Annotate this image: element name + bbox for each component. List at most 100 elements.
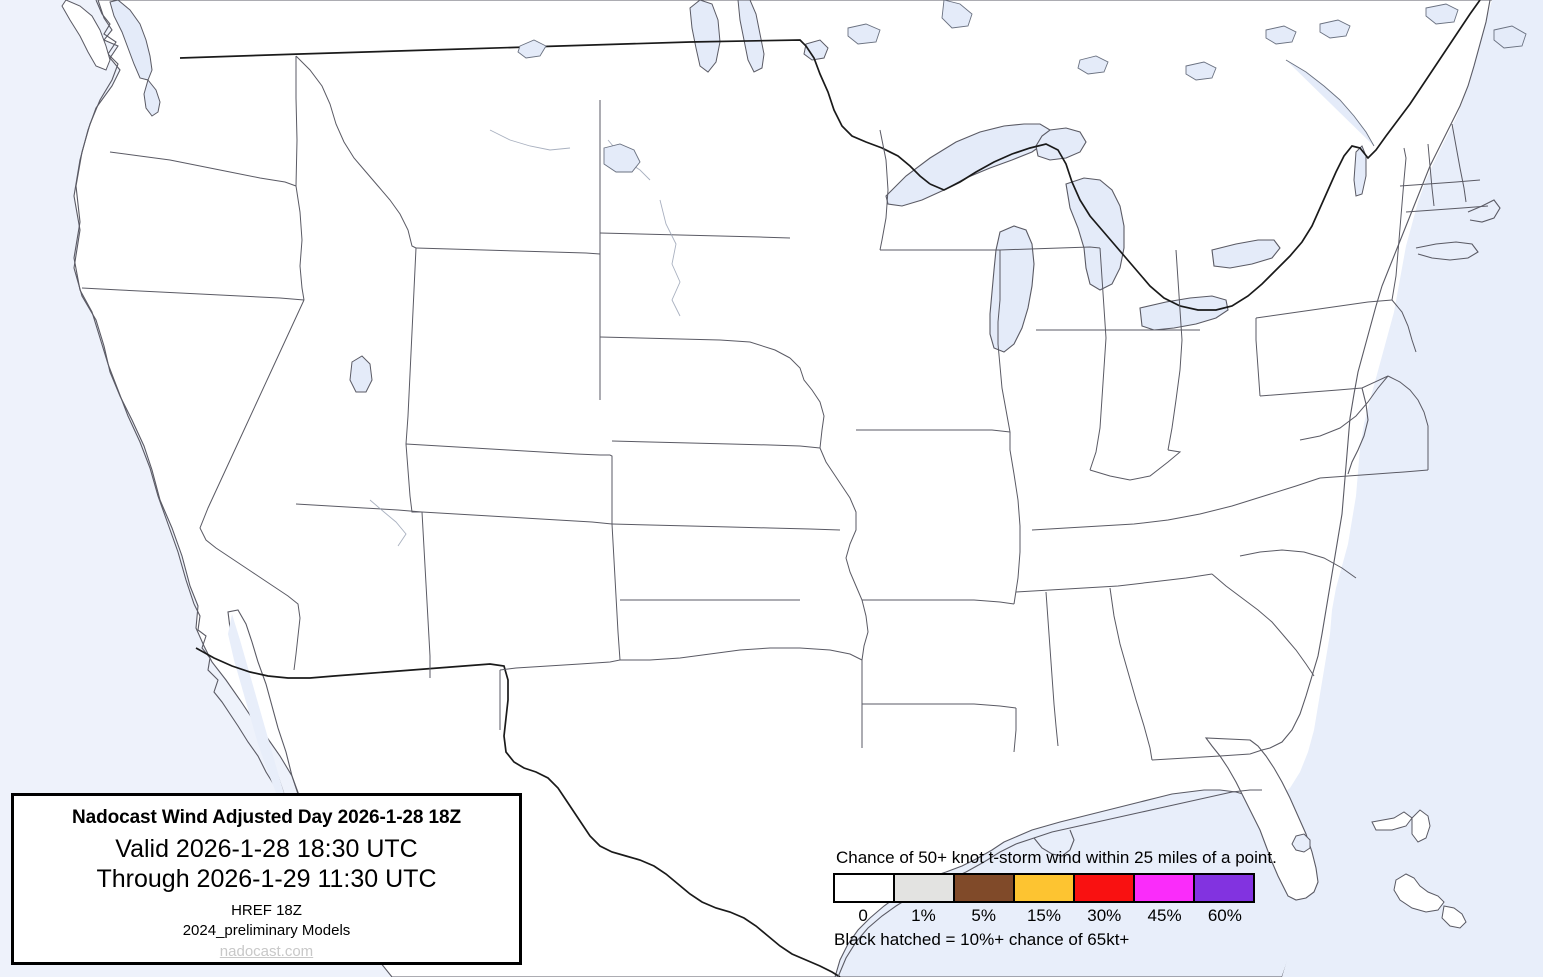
puget-sound (143, 78, 161, 117)
legend-swatch-30pct (1075, 874, 1135, 901)
canada-lake-2 (603, 143, 641, 173)
legend-swatch-1pct (895, 874, 955, 901)
legend-swatch-15pct (1015, 874, 1075, 901)
legend-tick-15pct: 15% (1026, 905, 1061, 925)
international-borders-layer (179, 0, 1481, 977)
border-mo-ar (862, 599, 1015, 605)
great-lakes-layer (885, 123, 1281, 353)
border-nd-sd (599, 232, 791, 239)
border-sd-ne (599, 336, 791, 359)
state-borders-layer (81, 55, 1489, 761)
long-island (1415, 241, 1479, 261)
columbia-river (489, 129, 571, 151)
missouri-river (659, 199, 681, 317)
border-wy-south (405, 443, 601, 456)
border-ok-tx (620, 647, 863, 661)
canada-lake-3 (1265, 25, 1297, 45)
lake-superior-east (1035, 127, 1087, 161)
border-or-id (295, 185, 305, 301)
lake-michigan (989, 225, 1035, 353)
great-salt-lake (349, 355, 373, 393)
border-mn-wi (879, 129, 889, 251)
legend-tick-30pct: 30% (1087, 905, 1122, 925)
border-ne-ia-mo (789, 357, 869, 661)
legend-tick-45pct: 45% (1147, 905, 1182, 925)
legend-tick-row: 0 1% 5% 15% 30% 45% 60% (833, 906, 1255, 926)
border-ny-nj-ct (1391, 299, 1417, 353)
chesapeake-bay (1347, 387, 1369, 475)
canada-lake-8 (1425, 3, 1459, 25)
probability-legend: Chance of 50+ knot t-storm wind within 2… (833, 848, 1277, 950)
border-ky-tn (1031, 477, 1321, 531)
legend-tick-60pct: 60% (1207, 905, 1242, 925)
border-ks-ok (611, 523, 841, 531)
legend-swatch-60pct (1195, 874, 1253, 901)
mississippi-delta (1033, 829, 1075, 857)
border-ny-ne-states (1391, 147, 1407, 301)
canada-lake-5 (941, 0, 973, 29)
strait-of-georgia (109, 0, 153, 81)
forecast-info-box: Nadocast Wind Adjusted Day 2026-1-28 18Z… (11, 793, 522, 965)
border-pa-oh (1255, 318, 1261, 397)
us-canada-border-west (179, 39, 931, 185)
legend-swatch-45pct (1135, 874, 1195, 901)
legend-tick-1pct: 1% (911, 905, 936, 925)
border-ar-la (862, 703, 1017, 709)
bahamas-island-north (1371, 811, 1413, 831)
border-ga-sc (1211, 573, 1315, 677)
canada-lakes-layer (517, 0, 1527, 173)
nadocast-site-link[interactable]: nadocast.com (219, 943, 314, 961)
legend-swatch-row (833, 872, 1255, 903)
border-tn-ms-al-ga (1015, 573, 1213, 593)
legend-hatching-note: Black hatched = 10%+ chance of 65kt+ (834, 930, 1130, 950)
border-ca-nv (199, 299, 305, 671)
canada-lake-4 (1077, 55, 1109, 75)
border-ms-al (1045, 591, 1059, 747)
us-mexico-border (195, 647, 841, 977)
canada-lake-7 (1319, 19, 1351, 39)
gulf-coastline-layer (837, 789, 1262, 977)
legend-caption: Chance of 50+ knot t-storm wind within 2… (836, 848, 1277, 867)
lake-of-the-woods (803, 39, 829, 61)
florida-peninsula (1204, 737, 1319, 901)
lake-champlain (1353, 145, 1367, 197)
vancouver-island (61, 0, 111, 71)
cuba-island (1393, 873, 1445, 913)
border-wi-il (999, 246, 1101, 251)
pacific-coast (73, 0, 195, 605)
border-nh-me (1451, 123, 1467, 203)
border-az-nm (421, 511, 431, 678)
legend-swatch-5pct (955, 874, 1015, 901)
east-coast (1261, 0, 1491, 751)
california-coast (193, 603, 277, 789)
canada-lake-9 (1493, 25, 1527, 49)
lake-huron (1065, 177, 1125, 291)
atlantic-ocean-water (1278, 0, 1543, 977)
border-vt-nh (1427, 143, 1435, 207)
forecast-model-set: 2024_preliminary Models (182, 922, 351, 940)
border-md-de-va (1387, 375, 1429, 470)
lake-erie (1139, 295, 1229, 331)
border-wa-id (295, 56, 298, 187)
border-al-ga (1109, 587, 1153, 761)
border-in-oh (1167, 249, 1183, 451)
border-ga-fl (1151, 749, 1263, 761)
border-nc-va (1319, 469, 1429, 479)
border-ut-az (295, 503, 423, 513)
st-lawrence-river (1285, 59, 1375, 147)
border-wa-or (109, 151, 297, 187)
forecast-model: HREF 18Z (231, 901, 302, 919)
legend-tick-5pct: 5% (971, 905, 996, 925)
forecast-valid-time: Valid 2026-1-28 18:30 UTC (115, 834, 418, 863)
border-nm-tx (499, 523, 621, 671)
border-la-ms (1013, 708, 1017, 753)
gulf-of-california-water (228, 614, 296, 828)
florida-layer (1204, 737, 1319, 901)
border-ma-nh-vt (1399, 179, 1481, 187)
border-wv-pa (1259, 375, 1389, 397)
border-ia-mo (856, 429, 1011, 433)
atlantic-coastline-layer (1261, 0, 1501, 751)
islands-layer (1371, 809, 1467, 929)
border-wy-ut-co (405, 247, 417, 445)
